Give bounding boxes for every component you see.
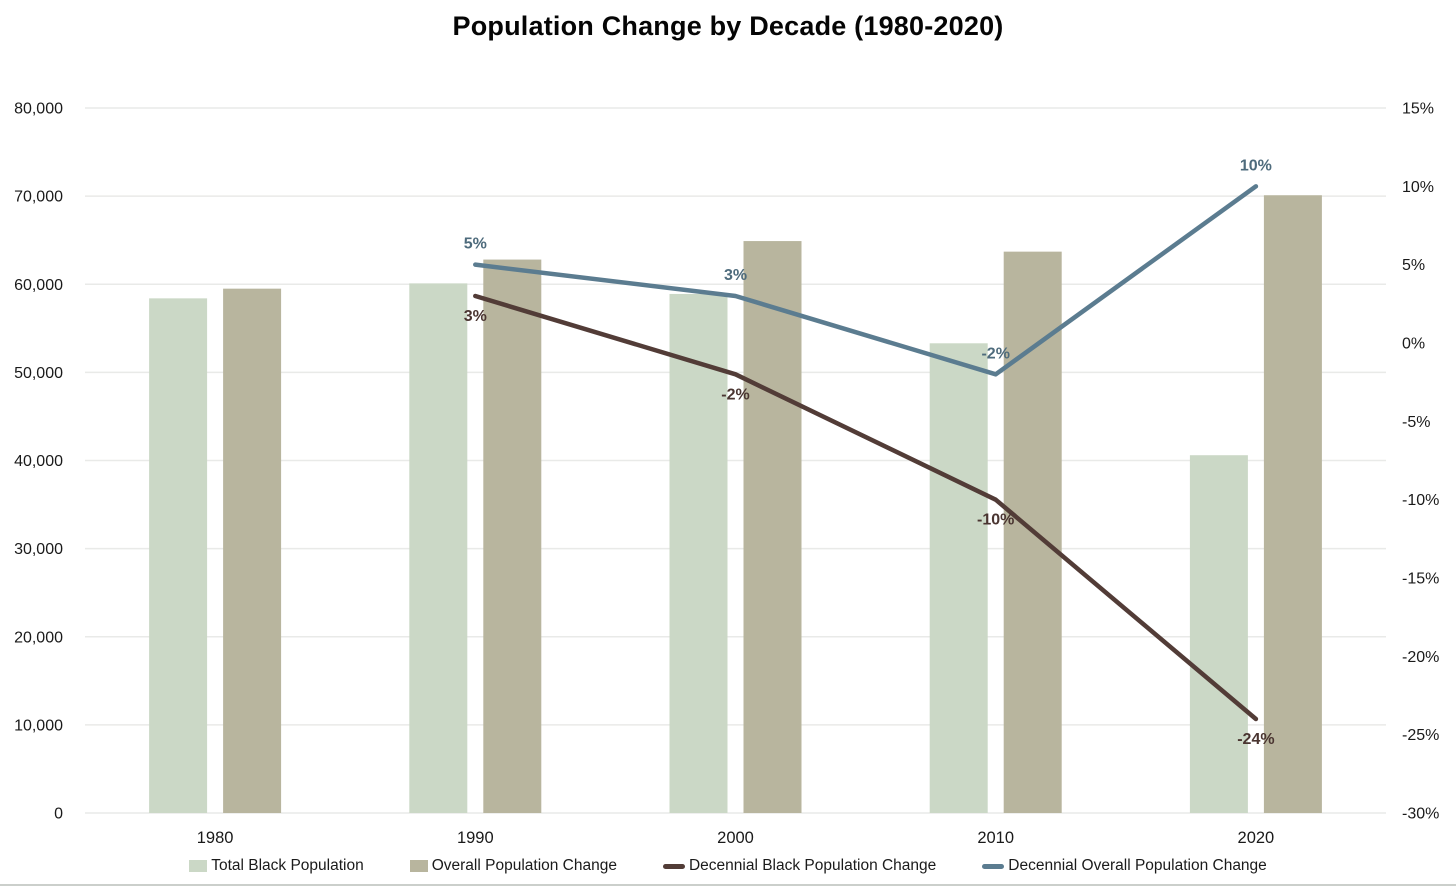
right-axis-tick-label: 0% [1402, 336, 1425, 353]
bar-black-population [409, 283, 468, 813]
bar-overall-population [1263, 195, 1322, 813]
line-overall-change [473, 184, 1259, 377]
right-axis-tick-label: -20% [1402, 649, 1439, 666]
legend-label: Total Black Population [211, 857, 364, 874]
chart-title: Population Change by Decade (1980-2020) [452, 11, 1004, 41]
bar-overall-population [743, 241, 802, 814]
legend-item-decennial-overall-population-change: Decennial Overall Population Change [982, 857, 1267, 875]
bar-swatch-icon [409, 860, 428, 872]
right-axis-tick-label: -5% [1402, 414, 1430, 431]
right-axis-tick-label: -30% [1402, 806, 1439, 823]
left-axis-tick-label: 30,000 [14, 541, 63, 558]
left-axis-tick-label: 80,000 [14, 101, 63, 118]
bar-black-population [929, 343, 988, 813]
left-axis-tick-label: 60,000 [14, 277, 63, 294]
x-axis-category-label: 2010 [977, 829, 1014, 847]
legend-label: Overall Population Change [431, 857, 617, 874]
bar-black-population [149, 298, 208, 814]
x-axis-category-label: 2000 [717, 829, 754, 847]
bar-swatch-icon [189, 860, 208, 872]
right-axis-tick-label: 10% [1402, 179, 1434, 196]
right-axis-tick-label: -10% [1402, 492, 1439, 509]
bar-overall-population [223, 288, 282, 813]
data-label: -24% [1237, 731, 1274, 748]
left-axis-tick-label: 20,000 [14, 629, 63, 646]
chart-legend: Total Black Population Overall Population… [0, 857, 1456, 875]
x-axis-category-label: 1990 [457, 829, 494, 847]
data-label: 5% [464, 236, 487, 253]
left-axis-tick-label: 40,000 [14, 453, 63, 470]
line-black-change [473, 293, 1259, 722]
legend-label: Decennial Black Population Change [688, 857, 937, 874]
legend-item-total-black-population: Total Black Population [189, 857, 364, 875]
bottom-divider [0, 884, 1456, 886]
left-axis-tick-label: 50,000 [14, 365, 63, 382]
legend-label: Decennial Overall Population Change [1008, 857, 1267, 874]
legend-item-overall-population-change: Overall Population Change [409, 857, 617, 875]
x-axis-category-label: 2020 [1238, 829, 1275, 847]
line-swatch-icon [662, 863, 685, 869]
left-axis-tick-label: 10,000 [14, 717, 63, 734]
bar-black-population [669, 293, 728, 814]
left-axis-tick-label: 70,000 [14, 189, 63, 206]
right-axis-tick-label: 5% [1402, 257, 1425, 274]
data-label: 10% [1240, 157, 1272, 174]
data-label: -10% [977, 512, 1014, 529]
bar-overall-population [483, 259, 542, 813]
data-label: -2% [981, 345, 1009, 362]
data-label: 3% [724, 267, 747, 284]
bar-black-population [1189, 455, 1248, 813]
right-axis-tick-label: -15% [1402, 571, 1439, 588]
x-axis-category-label: 1980 [197, 829, 234, 847]
data-label: -2% [721, 386, 749, 403]
legend-item-decennial-black-population-change: Decennial Black Population Change [662, 857, 937, 875]
right-axis-tick-label: 15% [1402, 101, 1434, 118]
data-label: 3% [464, 308, 487, 325]
chart-plot: 0 10,000 20,000 30,000 40,000 50,000 60,000 70,… [14, 101, 1439, 848]
right-axis-tick-label: -25% [1402, 727, 1439, 744]
line-swatch-icon [982, 863, 1005, 869]
left-axis-tick-label: 0 [54, 806, 63, 823]
